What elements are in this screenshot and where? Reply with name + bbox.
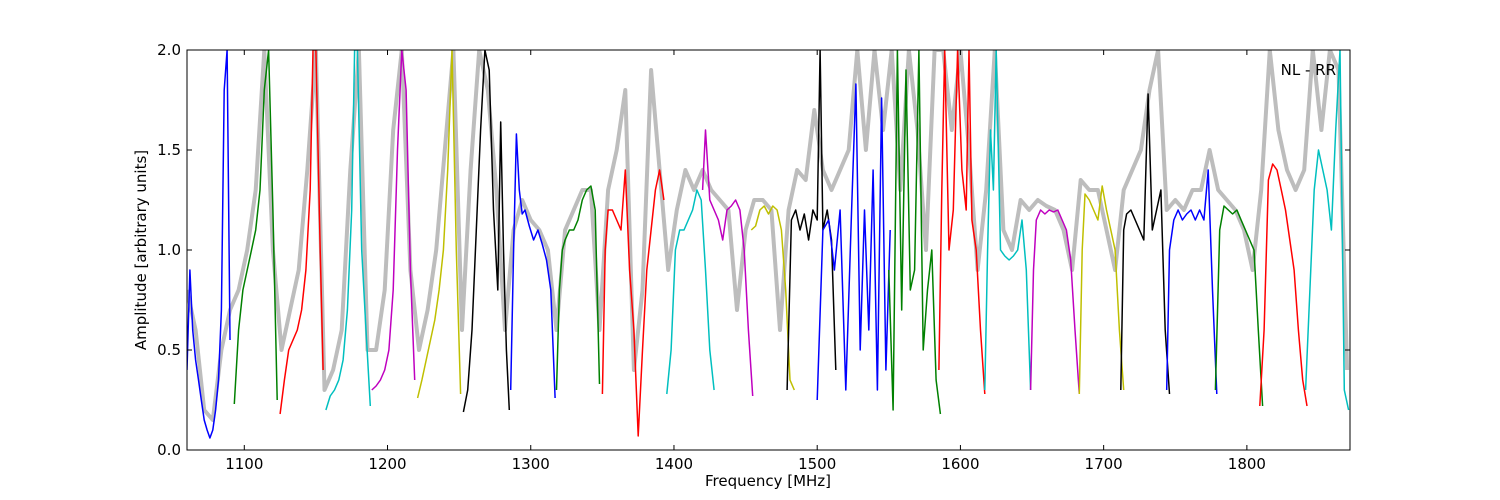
series-segment-2 [233, 50, 278, 405]
y-tick-label: 1.0 [157, 241, 181, 259]
series-segment-6 [416, 50, 462, 399]
series-segment-14 [786, 50, 837, 391]
x-tick-label: 1200 [368, 455, 406, 473]
series-segment-5 [371, 50, 416, 391]
series-layer [187, 50, 1350, 439]
x-tick-label: 1600 [941, 455, 979, 473]
series-segment-20 [1078, 185, 1125, 395]
x-tick-label: 1100 [225, 455, 263, 473]
series-segment-25 [1304, 50, 1350, 411]
y-axis-label: Amplitude [arbitrary units] [132, 150, 150, 350]
x-tick-label: 1700 [1085, 455, 1123, 473]
x-tick-label: 1300 [512, 455, 550, 473]
y-axis: 0.0 0.5 1.0 1.5 2.0 [157, 41, 1350, 459]
series-segment-17 [938, 50, 986, 395]
series-segment-10 [601, 169, 665, 437]
x-tick-label: 1400 [655, 455, 693, 473]
series-segment-16 [888, 50, 942, 415]
x-axis: 1100 1200 1300 1400 1500 1600 1700 1800 [225, 50, 1266, 473]
series-segment-11 [666, 189, 715, 395]
y-tick-label: 1.5 [157, 141, 181, 159]
series-segment-12 [701, 129, 754, 397]
series-segment-19 [1029, 209, 1081, 395]
series-segment-9 [555, 185, 601, 391]
x-axis-label: Frequency [MHz] [705, 472, 831, 490]
y-tick-label: 2.0 [157, 41, 181, 59]
series-segment-1 [187, 50, 231, 439]
series-segment-24 [1259, 163, 1308, 407]
x-tick-label: 1800 [1228, 455, 1266, 473]
series-segment-7 [462, 50, 511, 413]
series-segment-8 [509, 133, 556, 399]
background-trace-line [187, 50, 1350, 422]
y-tick-label: 0.0 [157, 441, 181, 459]
x-tick-label: 1500 [798, 455, 836, 473]
background-trace-layer [187, 50, 1350, 422]
series-segment-4 [325, 50, 372, 411]
series-segment-22 [1165, 169, 1218, 395]
y-tick-label: 0.5 [157, 341, 181, 359]
series-segment-13 [750, 205, 795, 391]
series-segment-15 [816, 83, 891, 401]
series-segment-21 [1120, 93, 1171, 395]
series-segment-3 [279, 50, 324, 415]
series-segment-23 [1214, 205, 1264, 407]
series-segment-18 [984, 50, 1032, 391]
chart-annotation: NL - RR [1281, 61, 1336, 79]
